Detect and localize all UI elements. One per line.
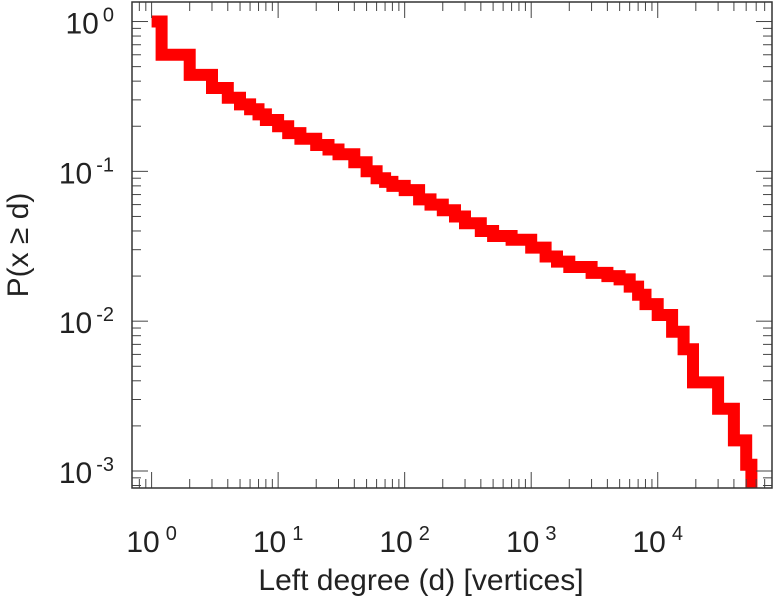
y-tick-label-3: 10 -3 <box>59 454 114 490</box>
series-layer <box>151 15 758 488</box>
y-tick-label-0: 10 0 <box>66 5 115 41</box>
x-tick-label-1: 10 1 <box>253 523 304 559</box>
y-tick-label-1: 10 -1 <box>59 154 114 190</box>
x-tick-label-0: 10 0 <box>126 523 177 559</box>
y-axis-label: P(x ≥ d) <box>2 193 35 298</box>
x-tick-label-4: 10 4 <box>632 523 683 559</box>
tick-labels-layer: 10 0 10 1 10 2 10 3 10 4 10 0 10 -1 10 -2 10 -3 <box>59 5 683 559</box>
x-tick-label-3: 10 3 <box>506 523 557 559</box>
ticks-layer <box>131 2 773 488</box>
x-axis-label: Left degree (d) [vertices] <box>258 564 583 597</box>
series-line-0 <box>151 15 758 488</box>
plot-frame <box>131 1 773 489</box>
y-tick-label-2: 10 -2 <box>59 304 114 340</box>
x-tick-label-2: 10 2 <box>379 523 430 559</box>
